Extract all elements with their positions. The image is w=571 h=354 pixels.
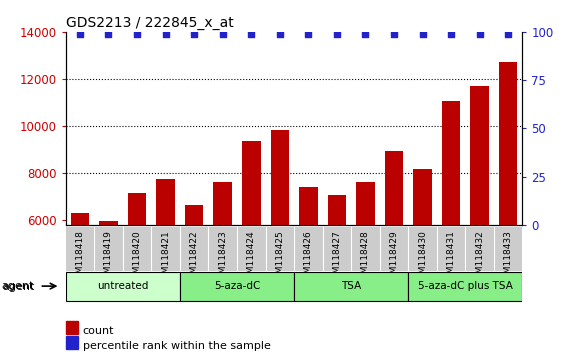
FancyBboxPatch shape bbox=[408, 273, 522, 301]
Bar bbox=[356, 182, 375, 354]
Text: GSM118426: GSM118426 bbox=[304, 230, 313, 285]
Text: GSM118433: GSM118433 bbox=[504, 230, 513, 285]
Point bbox=[504, 31, 513, 36]
Text: 5-aza-dC: 5-aza-dC bbox=[214, 281, 260, 291]
Text: agent: agent bbox=[1, 281, 34, 291]
Text: GSM118419: GSM118419 bbox=[104, 230, 113, 285]
Bar bbox=[471, 86, 489, 354]
Text: GSM118429: GSM118429 bbox=[389, 230, 399, 285]
Text: GDS2213 / 222845_x_at: GDS2213 / 222845_x_at bbox=[66, 16, 234, 30]
Point bbox=[275, 31, 284, 36]
Text: GSM118432: GSM118432 bbox=[475, 230, 484, 285]
FancyBboxPatch shape bbox=[66, 273, 180, 301]
Point bbox=[304, 31, 313, 36]
Text: 5-aza-dC plus TSA: 5-aza-dC plus TSA bbox=[418, 281, 513, 291]
Point bbox=[447, 31, 456, 36]
Bar bbox=[99, 221, 118, 354]
Point bbox=[132, 31, 142, 36]
Text: GSM118420: GSM118420 bbox=[132, 230, 142, 285]
Bar bbox=[156, 179, 175, 354]
Point bbox=[161, 31, 170, 36]
Text: GSM118422: GSM118422 bbox=[190, 230, 199, 285]
Text: GSM118425: GSM118425 bbox=[275, 230, 284, 285]
Text: count: count bbox=[83, 326, 114, 336]
Bar bbox=[128, 193, 146, 354]
Point bbox=[75, 31, 85, 36]
Text: TSA: TSA bbox=[341, 281, 361, 291]
Point bbox=[190, 31, 199, 36]
Point bbox=[247, 31, 256, 36]
Bar bbox=[413, 170, 432, 354]
FancyBboxPatch shape bbox=[294, 273, 408, 301]
FancyBboxPatch shape bbox=[180, 273, 294, 301]
Bar bbox=[299, 187, 317, 354]
Text: GSM118431: GSM118431 bbox=[447, 230, 456, 285]
Text: GSM118430: GSM118430 bbox=[418, 230, 427, 285]
Text: untreated: untreated bbox=[97, 281, 148, 291]
Text: GSM118424: GSM118424 bbox=[247, 230, 256, 285]
Bar bbox=[271, 130, 289, 354]
Bar bbox=[499, 62, 517, 354]
Text: GSM118427: GSM118427 bbox=[332, 230, 341, 285]
Point bbox=[389, 31, 399, 36]
Point bbox=[104, 31, 113, 36]
Bar bbox=[71, 213, 89, 354]
Bar bbox=[328, 195, 346, 354]
Point bbox=[475, 31, 484, 36]
Text: agent: agent bbox=[3, 282, 35, 292]
Text: GSM118418: GSM118418 bbox=[75, 230, 85, 285]
Bar bbox=[214, 182, 232, 354]
Point bbox=[218, 31, 227, 36]
Bar bbox=[385, 151, 403, 354]
Bar bbox=[242, 141, 260, 354]
Bar bbox=[185, 205, 203, 354]
Text: GSM118423: GSM118423 bbox=[218, 230, 227, 285]
Bar bbox=[442, 101, 460, 354]
Text: GSM118428: GSM118428 bbox=[361, 230, 370, 285]
Point bbox=[361, 31, 370, 36]
Point bbox=[418, 31, 427, 36]
Text: percentile rank within the sample: percentile rank within the sample bbox=[83, 341, 271, 351]
Text: GSM118421: GSM118421 bbox=[161, 230, 170, 285]
Point bbox=[332, 31, 341, 36]
